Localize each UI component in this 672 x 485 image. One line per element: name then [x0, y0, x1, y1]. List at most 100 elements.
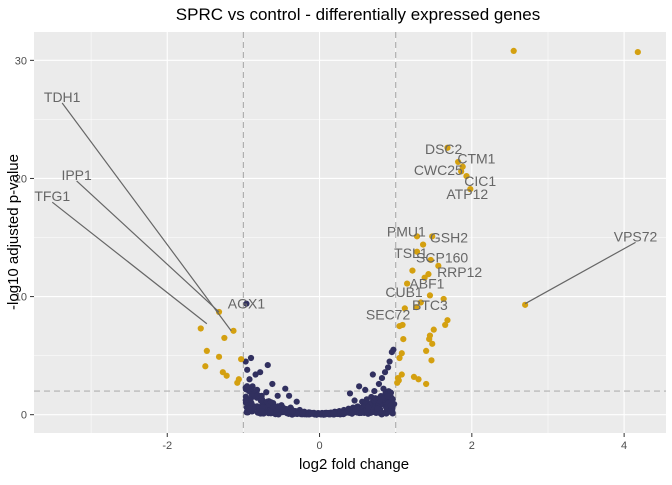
data-point — [346, 390, 354, 397]
gridlines — [34, 32, 666, 433]
data-point — [254, 392, 261, 399]
data-point — [230, 327, 237, 334]
x-tick-label: 2 — [469, 440, 475, 452]
data-point — [238, 356, 245, 363]
gene-label: TSL1 — [394, 245, 428, 261]
data-point — [390, 346, 397, 353]
data-point — [401, 305, 408, 312]
data-point — [417, 299, 424, 306]
leader-line — [76, 180, 220, 313]
gene-label: SEC72 — [366, 306, 411, 322]
gene-label: CIC1 — [464, 173, 496, 189]
data-point — [427, 256, 434, 264]
data-point — [442, 321, 449, 329]
data-point — [358, 409, 365, 417]
data-point — [415, 376, 422, 383]
data-point — [339, 410, 346, 417]
gene-label: DSC2 — [425, 141, 463, 157]
data-point — [258, 408, 265, 415]
data-point — [374, 405, 381, 412]
data-point — [409, 267, 416, 274]
y-tick-label: 10 — [15, 292, 27, 304]
data-point — [398, 350, 405, 357]
data-point — [223, 372, 230, 379]
data-point — [247, 354, 255, 362]
y-axis-title: -log10 adjusted p-value — [5, 154, 22, 310]
data-point — [459, 163, 466, 170]
gene-label: VPS72 — [614, 228, 658, 244]
data-point — [444, 144, 451, 151]
data-point — [267, 408, 274, 415]
data-point — [235, 376, 242, 383]
plot-panel — [34, 32, 666, 433]
data-point — [430, 326, 437, 333]
data-point — [423, 347, 430, 355]
gene-label: BTC3 — [412, 297, 448, 313]
data-point — [324, 410, 331, 417]
data-point — [455, 158, 462, 166]
data-point — [263, 389, 270, 396]
data-point — [365, 404, 372, 411]
gene-label: TFG1 — [34, 188, 70, 204]
chart-title: SPRC vs control - differentially express… — [176, 5, 540, 24]
gene-label: CUB1 — [385, 284, 423, 300]
data-point — [203, 347, 210, 355]
data-point — [369, 371, 376, 378]
data-point — [429, 340, 436, 347]
data-point — [375, 380, 383, 388]
data-point — [444, 317, 451, 324]
data-point — [421, 274, 428, 281]
gene-label: ATP12 — [446, 186, 488, 202]
gene-label: IPP1 — [61, 167, 92, 183]
data-point — [463, 173, 470, 180]
data-point — [356, 383, 363, 390]
gene-label: PMU1 — [387, 224, 426, 240]
data-point — [242, 397, 249, 404]
data-point — [289, 407, 296, 415]
data-point — [428, 357, 435, 364]
data-point — [215, 353, 223, 360]
data-point — [274, 392, 281, 399]
significant-points — [197, 47, 641, 388]
data-point — [395, 377, 402, 384]
x-tick-label: 4 — [621, 440, 627, 452]
data-point — [413, 248, 421, 255]
data-point — [510, 47, 517, 54]
data-point — [426, 292, 434, 299]
data-point — [400, 335, 407, 343]
data-point — [243, 300, 250, 307]
data-point — [387, 402, 394, 409]
data-point — [419, 241, 427, 248]
data-point — [458, 168, 465, 175]
data-point — [384, 364, 392, 371]
data-point — [257, 397, 265, 404]
not-significant-points — [242, 300, 398, 418]
data-point — [426, 335, 433, 343]
data-point — [197, 325, 204, 332]
data-point — [384, 393, 391, 400]
data-point — [270, 403, 277, 411]
data-point — [243, 383, 251, 390]
data-point — [413, 304, 420, 311]
data-point — [221, 334, 228, 342]
data-point — [282, 385, 289, 392]
data-point — [429, 233, 436, 240]
data-point — [285, 392, 293, 399]
gene-label: SCP160 — [416, 250, 468, 266]
data-point — [269, 380, 276, 388]
data-point — [378, 374, 386, 382]
data-point — [396, 354, 403, 362]
data-point — [293, 398, 300, 405]
data-point — [368, 408, 375, 416]
gene-label: AGX1 — [228, 296, 266, 312]
data-point — [264, 361, 271, 369]
x-tick-label: 0 — [316, 440, 322, 452]
gene-label: GSH2 — [430, 230, 468, 246]
y-tick-label: 20 — [15, 173, 27, 185]
data-point — [246, 405, 253, 412]
data-point — [267, 399, 275, 406]
data-point — [413, 233, 421, 240]
data-point — [244, 366, 251, 373]
